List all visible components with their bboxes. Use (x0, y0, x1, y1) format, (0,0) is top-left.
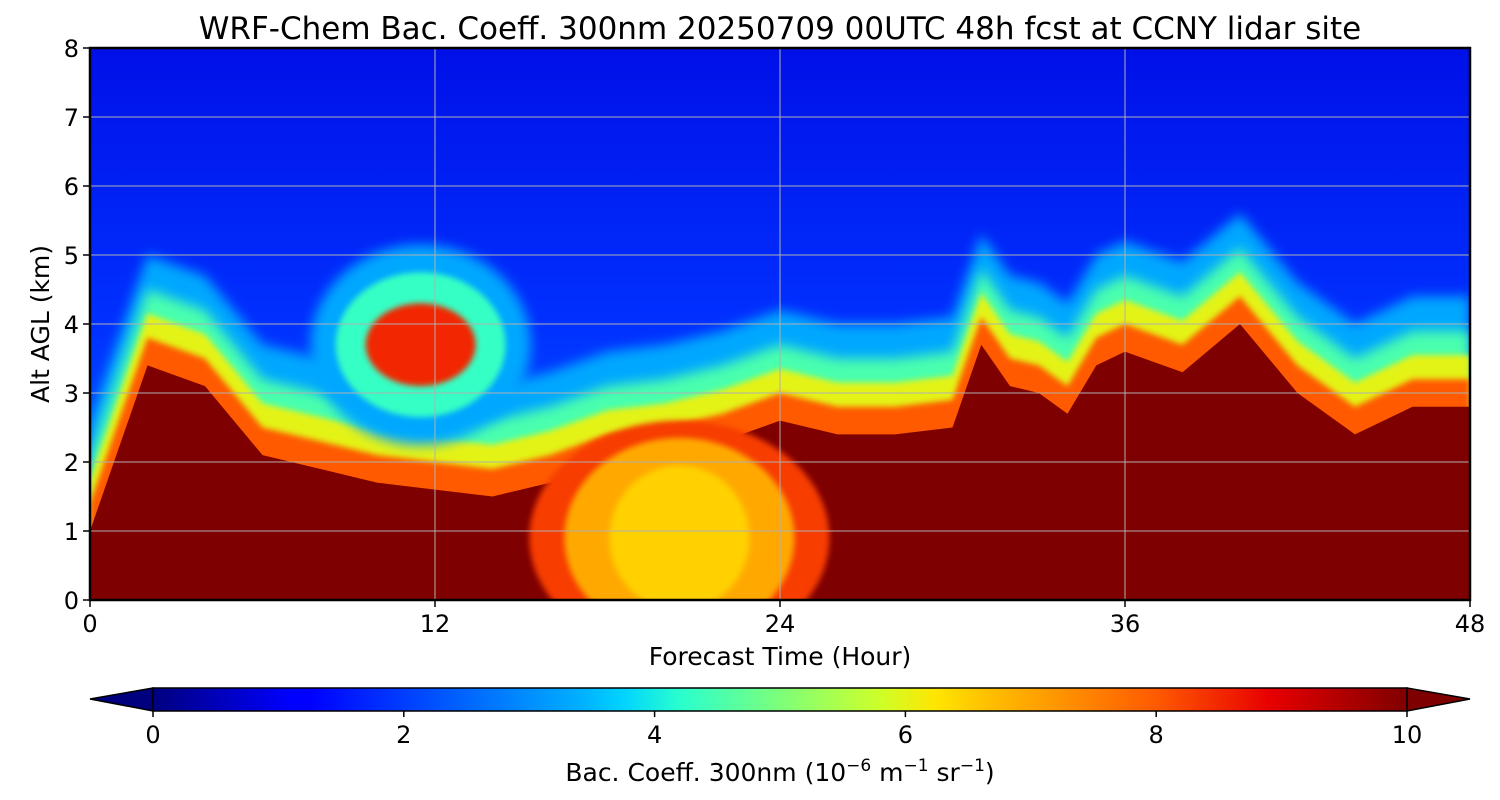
colorbar-label-exp2: −1 (904, 756, 929, 776)
colorbar-over-triangle (1406, 687, 1471, 712)
x-tick-label: 12 (420, 610, 451, 638)
colorbar-tick-label: 0 (145, 721, 160, 749)
x-axis: 0 12 24 36 48 (82, 600, 1485, 638)
colorbar-tick-label: 6 (898, 721, 913, 749)
colorbar-tick-label: 8 (1149, 721, 1164, 749)
x-axis-label: Forecast Time (Hour) (649, 642, 912, 671)
lofted-plume (609, 465, 750, 600)
y-axis-label: Alt AGL (km) (26, 245, 55, 403)
y-axis: 0 1 2 3 4 5 6 7 8 (64, 35, 90, 615)
y-tick-label: 3 (64, 380, 79, 408)
colorbar-label-prefix: Bac. Coeff. 300nm (10 (565, 758, 846, 787)
x-tick-label: 48 (1455, 610, 1486, 638)
colorbar-tick-label: 10 (1392, 721, 1423, 749)
y-tick-label: 7 (64, 104, 79, 132)
colorbar-label-suffix: ) (985, 758, 995, 787)
y-tick-label: 5 (64, 242, 79, 270)
x-tick-label: 36 (1110, 610, 1141, 638)
colorbar-tick-label: 2 (396, 721, 411, 749)
y-tick-label: 4 (64, 311, 79, 339)
chart-title: WRF-Chem Bac. Coeff. 300nm 20250709 00UT… (199, 11, 1362, 47)
y-tick-label: 1 (64, 518, 79, 546)
colorbar-under-triangle (89, 687, 154, 712)
elevated-aerosol-layer (365, 303, 476, 387)
colorbar-tick-label: 4 (647, 721, 662, 749)
colorbar-gradient (152, 687, 1408, 712)
colorbar-label: Bac. Coeff. 300nm (10−6 m−1 sr−1) (565, 756, 994, 787)
y-tick-label: 2 (64, 449, 79, 477)
x-tick-label: 24 (765, 610, 796, 638)
colorbar-label-mid: m (871, 758, 903, 787)
colorbar: 0 2 4 6 8 10 Bac. Coeff. 300nm (10−6 m−1 sr−1… (89, 687, 1471, 787)
y-tick-label: 0 (64, 587, 79, 615)
colorbar-label-exp1: −6 (846, 756, 871, 776)
colorbar-label-mid2: sr (929, 758, 961, 787)
x-tick-label: 0 (82, 610, 97, 638)
colorbar-label-exp3: −1 (960, 756, 985, 776)
y-tick-label: 6 (64, 173, 79, 201)
y-tick-label: 8 (64, 35, 79, 63)
